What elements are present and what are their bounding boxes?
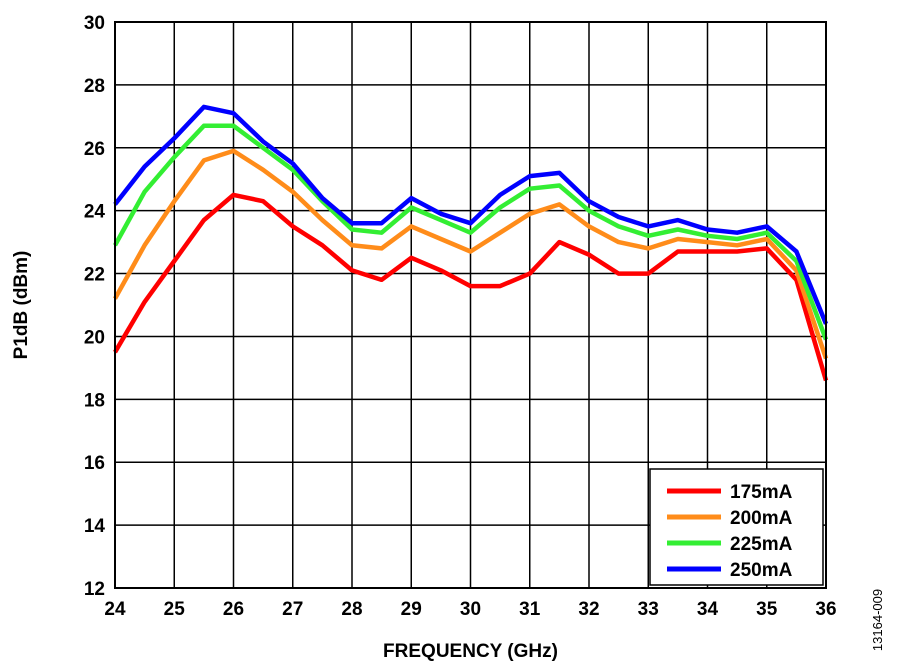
series-lines	[113, 104, 829, 382]
y-tick-label: 20	[84, 327, 105, 348]
x-tick-label: 32	[578, 599, 599, 620]
y-tick-label: 14	[84, 516, 106, 537]
y-tick-label: 26	[84, 139, 105, 160]
series-line-200mA	[113, 148, 829, 360]
legend-label-175mA: 175mA	[730, 482, 793, 503]
x-axis-title: FREQUENCY (GHz)	[383, 641, 558, 662]
x-tick-label: 27	[282, 599, 303, 620]
series-line-175mA	[113, 192, 829, 382]
x-tick-label: 26	[223, 599, 244, 620]
x-tick-label: 31	[519, 599, 541, 620]
x-tick-label: 35	[756, 599, 778, 620]
y-tick-label: 28	[84, 76, 105, 97]
y-tick-label: 18	[84, 390, 105, 411]
y-tick-label: 12	[84, 579, 105, 600]
x-tick-label: 30	[460, 599, 481, 620]
y-tick-label: 30	[84, 13, 105, 34]
legend: 175mA 200mA 225mA 250mA	[649, 468, 824, 586]
x-tick-label: 25	[164, 599, 186, 620]
y-tick-label: 16	[84, 453, 105, 474]
x-tick-label: 33	[638, 599, 659, 620]
plot-frame	[114, 21, 827, 589]
x-tick-label: 36	[815, 599, 836, 620]
series-line-225mA	[113, 123, 829, 341]
y-tick-label: 24	[84, 202, 106, 223]
x-tick-label: 28	[341, 599, 362, 620]
legend-label-225mA: 225mA	[730, 534, 793, 555]
x-tick-label: 34	[697, 599, 719, 620]
y-tick-labels: 12 14 16 18 20 22 24 26 28 30	[84, 13, 106, 600]
y-axis-title: P1dB (dBm)	[11, 251, 32, 360]
y-tick-label: 22	[84, 265, 105, 286]
legend-label-200mA: 200mA	[730, 508, 793, 529]
series-line-250mA	[113, 104, 829, 325]
x-tick-label: 29	[401, 599, 422, 620]
x-tick-labels: 24 25 26 27 28 29 30 31 32 33 34 35 36	[104, 599, 836, 620]
legend-box	[649, 468, 824, 586]
figure-id: 13164-009	[870, 589, 885, 651]
legend-label-250mA: 250mA	[730, 560, 793, 581]
x-tick-label: 24	[104, 599, 126, 620]
